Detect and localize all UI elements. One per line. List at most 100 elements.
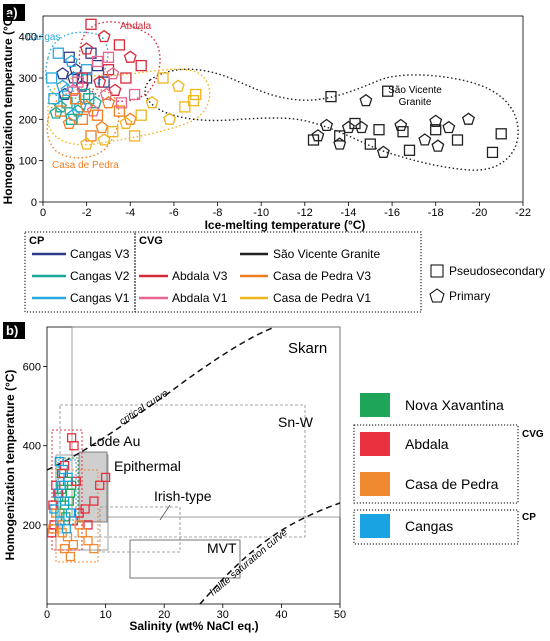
point-a-abdala-v1: [128, 88, 141, 101]
point-a-cangas-v1: [64, 54, 78, 67]
legend-abdala: Abdala: [405, 436, 449, 452]
point-b-cangas: [61, 524, 71, 534]
point-a-abdala-v1: [86, 104, 100, 117]
irish-label: Irish-type: [154, 488, 212, 504]
point-a-casa-de-pedra-v1: [163, 112, 177, 125]
b-ytick-label: 400: [23, 441, 41, 453]
a-ytick-label: 400: [19, 32, 37, 44]
b-xtick-label: 40: [275, 609, 287, 621]
point-a-cangas-v2: [88, 95, 102, 109]
legend-cp: CP: [522, 512, 536, 523]
a-xtick-label: -16: [384, 207, 400, 219]
point-b-casa-de-pedra: [83, 536, 93, 546]
panel-b-xlabel: Salinity (wt% NaCl eq.): [129, 619, 258, 633]
b-xtick-label: 0: [44, 609, 50, 621]
point-a-abdala-v1: [99, 87, 113, 101]
point-a-s-o-vicente-granite: [461, 112, 475, 125]
a-xtick-label: -20: [471, 207, 487, 219]
legend-abdala-v3: Abdala V3: [172, 269, 228, 283]
point-a-casa-de-pedra-v3: [113, 105, 126, 117]
point-b-casa-de-pedra: [59, 543, 70, 554]
point-a-cangas-v3: [85, 47, 97, 59]
legend-pseudosecondary: Pseudosecondary: [449, 264, 545, 278]
a-xtick-label: -14: [341, 207, 357, 219]
point-a-cangas-v3: [98, 76, 110, 88]
legend-pentagon-icon: [429, 288, 445, 303]
point-a-cangas-v2: [49, 106, 63, 119]
point-a-cangas-v1: [80, 64, 93, 76]
point-b-abdala: [69, 441, 79, 451]
abdala-envelope: [51, 429, 83, 551]
legend-abdala-swatch: [360, 432, 390, 456]
point-a-cangas-v3: [75, 79, 89, 92]
point-b-nova-xavantina: [65, 488, 76, 498]
point-a-s-o-vicente-granite: [341, 120, 355, 134]
panel-b-tag: b): [6, 323, 18, 338]
point-a-abdala-v3: [123, 50, 137, 63]
point-a-casa-de-pedra-v1: [187, 95, 200, 107]
point-a-abdala-v1: [91, 55, 104, 68]
point-b-abdala: [83, 520, 93, 530]
point-a-abdala-v1: [67, 83, 81, 96]
legend-nx-swatch: [360, 393, 390, 417]
b-xtick-label: 10: [99, 609, 111, 621]
legend-cvg: CVG: [522, 429, 544, 440]
b-xtick-label: 30: [217, 609, 229, 621]
a-xtick-label: -4: [125, 207, 135, 219]
point-b-casa-de-pedra: [48, 524, 58, 534]
point-b-casa-de-pedra: [65, 551, 76, 562]
legend-casa: Casa de Pedra: [405, 476, 499, 492]
point-a-s-o-vicente-granite: [373, 124, 385, 136]
point-a-casa-de-pedra-v1: [179, 101, 191, 113]
point-a-abdala-v3: [113, 39, 126, 51]
irish-field: [99, 506, 181, 553]
irish-leader: [159, 504, 171, 521]
point-a-s-o-vicente-granite: [486, 146, 499, 159]
point-b-casa-de-pedra: [89, 543, 99, 554]
point-a-cangas-v3: [69, 62, 83, 76]
point-a-casa-de-pedra-v1: [80, 137, 94, 150]
point-a-casa-de-pedra-v3: [76, 113, 88, 125]
legend-square-icon: [430, 264, 444, 278]
b-xtick-label: 20: [158, 609, 170, 621]
point-a-s-o-vicente-granite: [397, 126, 409, 138]
b-xtick-label: 50: [334, 609, 346, 621]
point-a-s-o-vicente-granite: [418, 133, 432, 146]
legend-cangas-v1: Cangas V1: [70, 291, 130, 305]
point-b-cangas: [63, 472, 73, 483]
panel-a: a) Cangas Abdala Casa de Pedra São Vicen…: [1, 4, 531, 232]
legend-casa-v1: Casa de Pedra V1: [273, 291, 371, 305]
critical-curve-label: critical curve: [118, 388, 171, 428]
panel-b: b) Skarn Sn-W Lode Au Epithermal Irish-t…: [3, 322, 346, 633]
b-ytick-label: 600: [23, 362, 41, 374]
panel-a-plot-frame: [42, 15, 524, 203]
lode-label: Lode Au: [89, 433, 140, 449]
panel-a-ticks: 0 -2 -4 -6 -8 -10 -12 -14 -16 -18 -20 -22 0 100 200 300…: [19, 32, 531, 219]
cp-legend-title: CP: [29, 235, 44, 247]
point-a-s-o-vicente-granite: [376, 145, 390, 158]
point-a-s-o-vicente-granite: [349, 117, 361, 130]
point-a-casa-de-pedra-v3: [70, 93, 82, 105]
cangas-field-label: Cangas: [26, 32, 60, 43]
point-a-s-o-vicente-granite: [495, 128, 507, 140]
point-a-cangas-v1: [60, 83, 74, 96]
a-ytick-label: 300: [19, 73, 37, 85]
point-a-s-o-vicente-granite: [355, 120, 369, 134]
cp-legend-box: [24, 231, 136, 313]
cvg-legend-title: CVG: [139, 235, 163, 247]
point-a-casa-de-pedra-v3: [123, 112, 137, 125]
a-xtick-label: -8: [213, 207, 223, 219]
cvg-b-box: [353, 424, 519, 504]
point-a-casa-de-pedra-v3: [54, 105, 67, 117]
legend-abdala-v1: Abdala V1: [172, 291, 228, 305]
point-a-s-o-vicente-granite: [431, 139, 445, 152]
a-xtick-label: -2: [82, 207, 92, 219]
point-a-casa-de-pedra-v1: [190, 88, 202, 101]
a-xtick-label: -10: [253, 207, 269, 219]
point-a-abdala-v3: [102, 64, 115, 76]
point-b-cangas: [58, 464, 69, 475]
panel-a-tag-bg: [3, 4, 25, 21]
abdala-field-label: Abdala: [120, 21, 152, 32]
point-a-s-o-vicente-granite: [364, 138, 376, 150]
